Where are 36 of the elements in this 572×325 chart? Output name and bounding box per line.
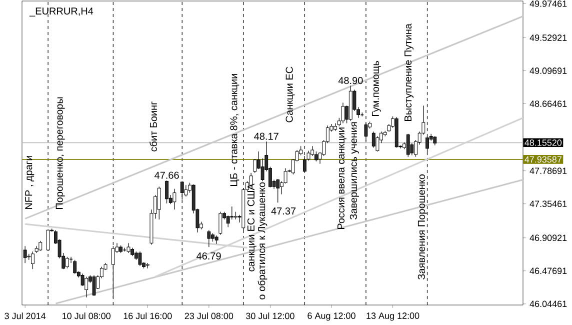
x-tick-label: 30 Jul 12:00 — [246, 312, 294, 320]
annotation: санкции ЕС и США — [247, 184, 256, 272]
y-tick-label: 47.35461 — [530, 200, 567, 208]
annotation: сбит Боинг — [150, 102, 157, 152]
text: _EURRUR,H4 — [29, 8, 94, 16]
annotation: Заявления Порошенко — [418, 174, 427, 280]
annotation: Порошенко, переговоры — [56, 97, 65, 209]
y-tick-label: 49.97461 — [530, 0, 567, 7]
annotation: Завершились учения — [350, 122, 359, 220]
annotation: ЦБ - ставка 8%, санкции — [230, 74, 240, 186]
x-tick-label: 16 Jul 16:00 — [124, 312, 172, 320]
annotation: Санкции ЕС — [286, 66, 295, 122]
y-tick-label: 49.52921 — [530, 34, 567, 41]
annotation: о обратился к Лукашенко — [258, 182, 268, 300]
annotation: 47.66 — [154, 172, 179, 179]
ref-line-label: 47.93587 — [524, 156, 562, 163]
x-tick-label: 13 Aug 12:00 — [366, 312, 420, 321]
y-tick-label: 46.90921 — [530, 234, 567, 242]
annotation: Россия ввела санкции — [338, 128, 346, 229]
y-tick-label: 49.09691 — [530, 68, 567, 74]
x-tick-label: 6 Aug 12:00 — [308, 312, 356, 321]
x-tick-label: 23 Jul 08:00 — [184, 312, 234, 320]
x-tick-label: 10 Jul 08:00 — [62, 312, 111, 320]
y-tick-label: 46.04461 — [530, 300, 567, 308]
annotation: 47.37 — [271, 207, 296, 215]
annotation: Выступление Путина — [404, 24, 414, 121]
y-tick-label: 47.78691 — [530, 168, 567, 174]
ref-line-label: 48.15520 — [524, 139, 562, 146]
annotation: 48.90 — [338, 77, 363, 84]
y-tick-label: 46.47691 — [530, 268, 567, 274]
annotation: 48.17 — [254, 132, 278, 140]
x-tick-label: 3 Jul 2014 — [4, 312, 46, 320]
annotation: Гум.помощь — [372, 61, 381, 116]
annotation: NFP , драги — [25, 156, 34, 209]
y-tick-label: 48.66461 — [530, 100, 567, 107]
annotation: 46.79 — [196, 252, 221, 260]
